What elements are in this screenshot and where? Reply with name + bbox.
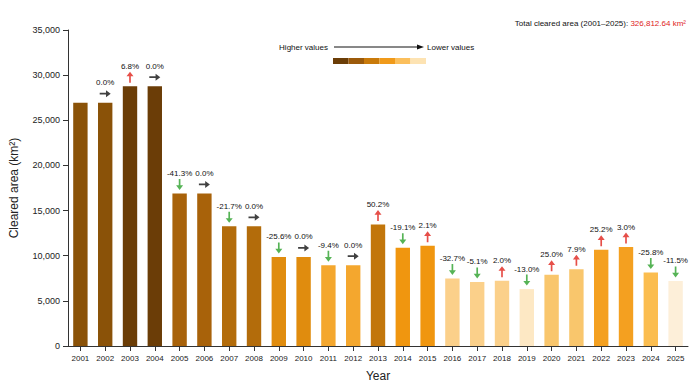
svg-text:Lower values: Lower values bbox=[427, 43, 474, 52]
svg-text:0: 0 bbox=[55, 341, 60, 351]
svg-text:0.0%: 0.0% bbox=[245, 202, 263, 211]
svg-text:Higher values: Higher values bbox=[279, 43, 328, 52]
svg-text:2003: 2003 bbox=[121, 354, 139, 363]
svg-text:-5.1%: -5.1% bbox=[467, 257, 488, 266]
svg-text:2014: 2014 bbox=[394, 354, 412, 363]
svg-text:50.2%: 50.2% bbox=[367, 200, 390, 209]
svg-text:2012: 2012 bbox=[344, 354, 362, 363]
svg-text:-25.8%: -25.8% bbox=[638, 248, 663, 257]
svg-text:-32.7%: -32.7% bbox=[440, 254, 465, 263]
svg-text:2016: 2016 bbox=[444, 354, 462, 363]
svg-text:-19.1%: -19.1% bbox=[390, 223, 415, 232]
svg-text:2001: 2001 bbox=[72, 354, 90, 363]
svg-text:-41.3%: -41.3% bbox=[167, 169, 192, 178]
svg-text:2019: 2019 bbox=[518, 354, 536, 363]
svg-text:2009: 2009 bbox=[270, 354, 288, 363]
svg-text:0.0%: 0.0% bbox=[96, 78, 114, 87]
svg-text:2025: 2025 bbox=[667, 354, 685, 363]
svg-text:10,000: 10,000 bbox=[32, 251, 60, 261]
svg-text:2018: 2018 bbox=[493, 354, 511, 363]
svg-text:25,000: 25,000 bbox=[32, 115, 60, 125]
svg-text:2004: 2004 bbox=[146, 354, 164, 363]
svg-text:5,000: 5,000 bbox=[37, 296, 60, 306]
svg-text:2015: 2015 bbox=[419, 354, 437, 363]
svg-text:-9.4%: -9.4% bbox=[318, 241, 339, 250]
svg-text:2.1%: 2.1% bbox=[418, 221, 436, 230]
svg-text:2011: 2011 bbox=[320, 354, 338, 363]
svg-text:2006: 2006 bbox=[196, 354, 214, 363]
svg-text:2013: 2013 bbox=[369, 354, 387, 363]
svg-text:15,000: 15,000 bbox=[32, 206, 60, 216]
svg-text:2008: 2008 bbox=[245, 354, 263, 363]
svg-text:2007: 2007 bbox=[220, 354, 238, 363]
svg-text:6.8%: 6.8% bbox=[121, 62, 139, 71]
svg-text:2020: 2020 bbox=[543, 354, 561, 363]
svg-text:2022: 2022 bbox=[592, 354, 610, 363]
svg-text:3.0%: 3.0% bbox=[617, 223, 635, 232]
svg-text:20,000: 20,000 bbox=[32, 160, 60, 170]
svg-text:2005: 2005 bbox=[171, 354, 189, 363]
svg-text:25.0%: 25.0% bbox=[540, 250, 563, 259]
svg-text:0.0%: 0.0% bbox=[195, 169, 213, 178]
svg-text:0.0%: 0.0% bbox=[146, 62, 164, 71]
svg-text:35,000: 35,000 bbox=[32, 25, 60, 35]
svg-text:-25.6%: -25.6% bbox=[266, 232, 291, 241]
svg-text:2017: 2017 bbox=[468, 354, 486, 363]
svg-text:0.0%: 0.0% bbox=[344, 241, 362, 250]
svg-text:Total cleared area (2001–2025): Total cleared area (2001–2025): bbox=[515, 19, 631, 28]
svg-text:-13.0%: -13.0% bbox=[514, 265, 539, 274]
svg-text:326,812.64 km²: 326,812.64 km² bbox=[630, 19, 686, 28]
svg-text:2021: 2021 bbox=[568, 354, 586, 363]
svg-text:-21.7%: -21.7% bbox=[217, 202, 242, 211]
svg-text:Year: Year bbox=[366, 369, 390, 383]
svg-text:-11.5%: -11.5% bbox=[663, 256, 688, 265]
svg-text:0.0%: 0.0% bbox=[294, 232, 312, 241]
svg-text:2023: 2023 bbox=[617, 354, 635, 363]
svg-text:2010: 2010 bbox=[295, 354, 313, 363]
svg-text:7.9%: 7.9% bbox=[567, 245, 585, 254]
svg-text:Cleared area (km²): Cleared area (km²) bbox=[7, 138, 21, 239]
svg-text:25.2%: 25.2% bbox=[590, 225, 613, 234]
svg-text:30,000: 30,000 bbox=[32, 70, 60, 80]
svg-text:2024: 2024 bbox=[642, 354, 660, 363]
svg-text:2002: 2002 bbox=[96, 354, 114, 363]
svg-text:2.0%: 2.0% bbox=[493, 256, 511, 265]
